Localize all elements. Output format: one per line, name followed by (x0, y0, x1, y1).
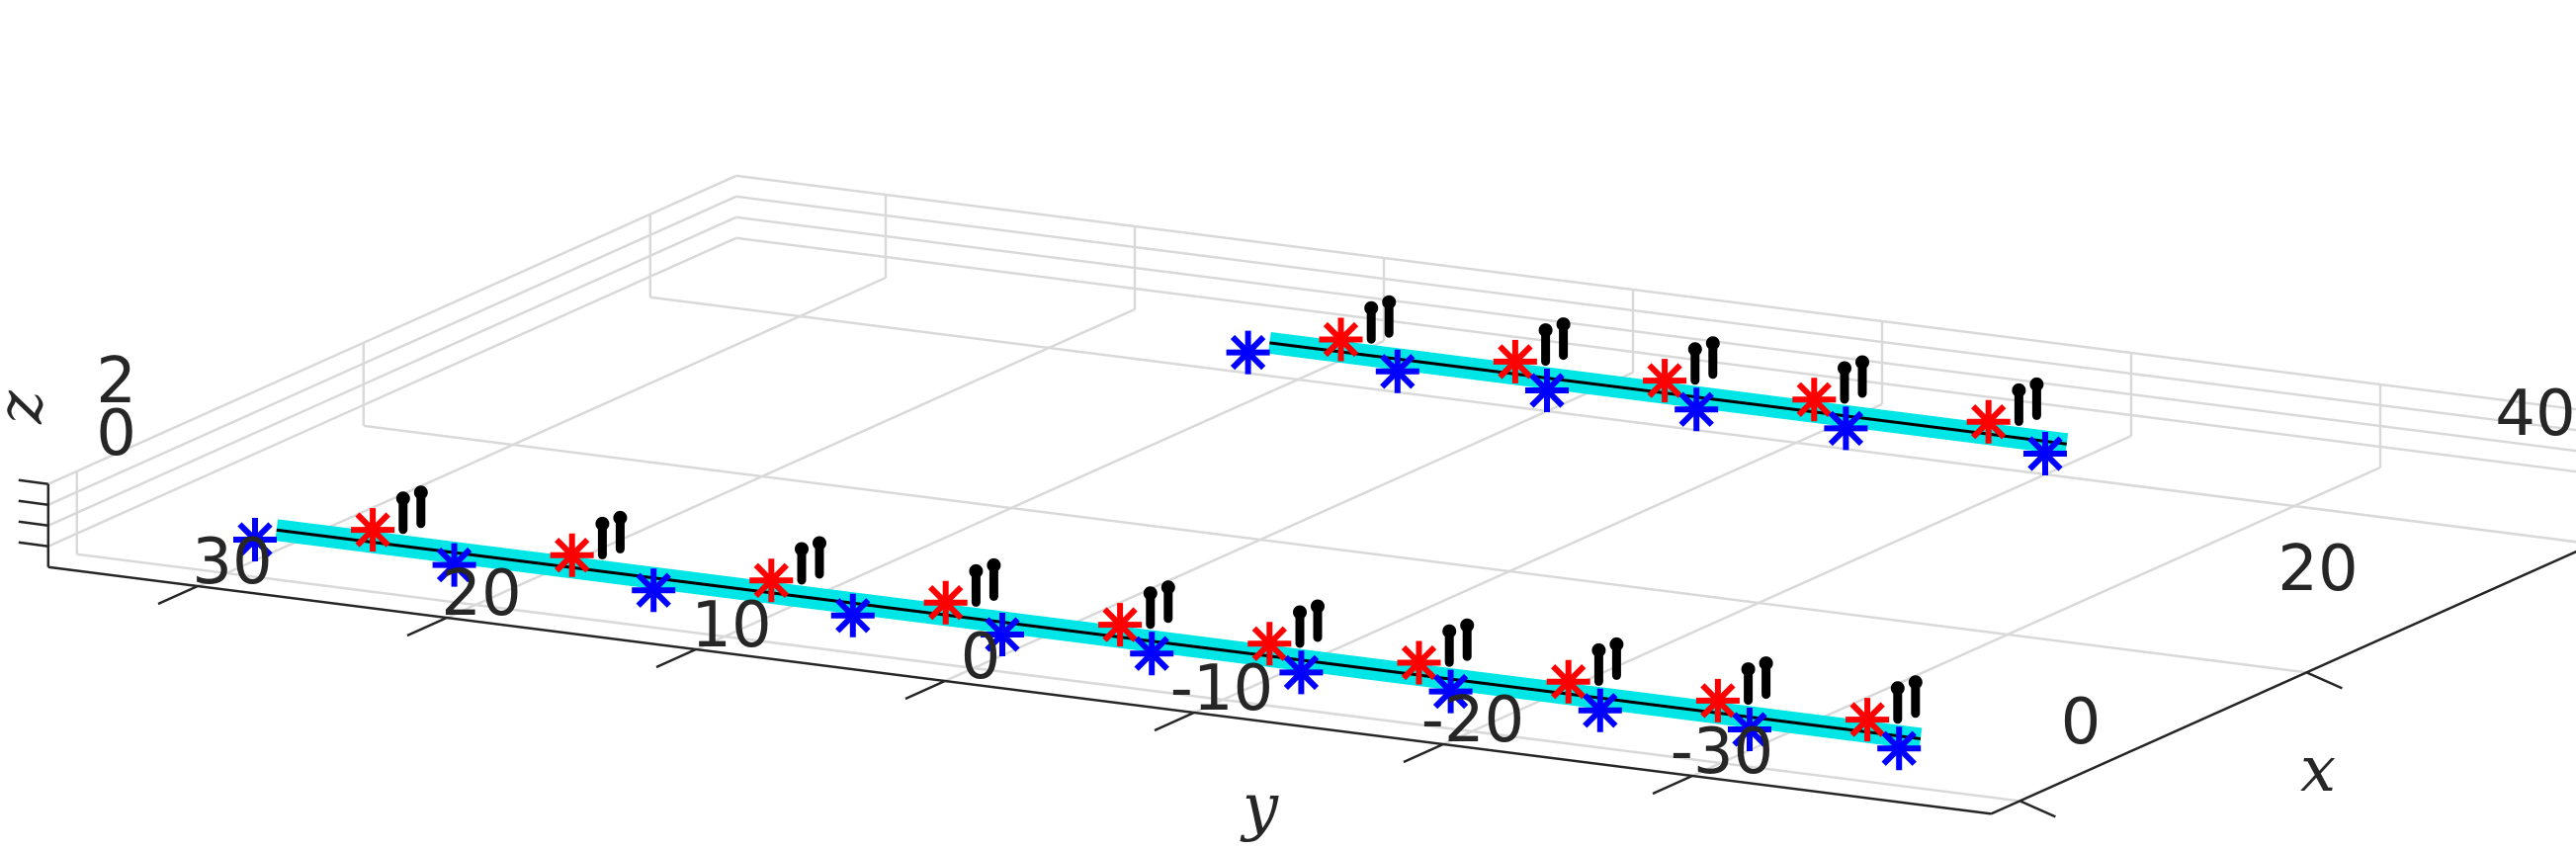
z-tick-mark (18, 499, 48, 507)
black-stem-point (1442, 618, 1475, 667)
red-asterisk-point (550, 533, 594, 577)
y-tick-label: -20 (1421, 684, 1525, 757)
grid-lines (47, 174, 2576, 803)
black-stem-point (1293, 599, 1325, 648)
blue-asterisk-point (1728, 708, 1771, 751)
black-stem-point (595, 510, 628, 559)
black-stem-point (969, 557, 1001, 607)
z-tick-label: 0 (96, 397, 136, 470)
blue-asterisk-point (1428, 669, 1473, 714)
blue-asterisk-point (1877, 726, 1922, 771)
black-stem-point (1687, 336, 1720, 385)
data-layer (233, 295, 2069, 771)
y-tick-label: 10 (691, 589, 771, 662)
x-tick-mark (2305, 671, 2343, 690)
red-asterisk-point (1546, 659, 1590, 704)
blue-asterisk-point (1578, 688, 1622, 732)
y-tick-mark (1652, 774, 1693, 796)
red-asterisk-point (1319, 317, 1363, 362)
floor-grid-line (649, 296, 2576, 544)
blue-asterisk-point (1824, 406, 1868, 451)
black-stem-point (1364, 295, 1397, 344)
black-stem-point (395, 485, 428, 535)
y-tick-mark (157, 584, 199, 606)
blue-asterisk-point (2023, 432, 2067, 475)
blue-asterisk-point (981, 613, 1024, 656)
z-axis-label: z (0, 389, 57, 425)
red-asterisk-point (749, 558, 794, 603)
blue-asterisk-point (233, 518, 277, 561)
y-tick-mark (406, 616, 448, 637)
y-tick-label: 30 (192, 526, 272, 599)
black-stem-point (1741, 656, 1773, 706)
black-stem-point (795, 536, 826, 585)
side-wall-grid-line (47, 174, 737, 485)
blue-asterisk-point (1375, 349, 1419, 393)
y-tick-mark (1154, 711, 1195, 732)
x-axis-label: x (2300, 733, 2336, 807)
red-asterisk-point (1493, 339, 1537, 383)
z-tick-mark (18, 541, 48, 549)
back-wall-grid-line (735, 174, 2576, 411)
y-tick-label: 0 (961, 621, 1001, 694)
y-tick-label: 20 (441, 557, 521, 631)
x-tick-label: 20 (2277, 533, 2358, 606)
red-asterisk-point (1846, 698, 1890, 742)
blue-asterisk-point (1226, 330, 1270, 375)
black-stem-point (1591, 637, 1624, 686)
side-wall-grid-line (47, 195, 737, 506)
black-stem-point (1143, 580, 1175, 630)
x-axis-line (1990, 550, 2576, 815)
back-wall-grid-line (735, 195, 2576, 432)
red-asterisk-point (1966, 399, 2011, 444)
z-axis-tick-labels: 2 0 (96, 345, 136, 470)
y-axis-tick-labels: 30 20 10 0 -10 -20 -30 (192, 526, 1773, 789)
blue-asterisk-point (1674, 387, 1719, 432)
floor-grid-line (363, 424, 2307, 674)
z-tick-mark (18, 520, 48, 528)
red-asterisk-point (1247, 622, 1292, 666)
blue-asterisk-point (432, 543, 476, 587)
red-asterisk-point (1397, 640, 1441, 685)
z-tick-mark (18, 478, 48, 486)
y-tick-mark (1403, 742, 1444, 764)
red-asterisk-point (1098, 603, 1143, 647)
blue-asterisk-point (830, 593, 875, 637)
back-wall-grid-line (735, 236, 2576, 473)
blue-asterisk-point (632, 568, 676, 613)
black-stem-point (1838, 355, 1869, 404)
axes (18, 478, 2576, 818)
back-wall-grid-line (735, 215, 2576, 453)
y-tick-mark (655, 647, 697, 669)
red-asterisk-point (1695, 678, 1740, 722)
red-asterisk-point (923, 580, 968, 625)
y-tick-label: -30 (1671, 716, 1774, 789)
black-stem-point (1890, 675, 1923, 724)
red-asterisk-point (351, 508, 395, 552)
red-asterisk-point (1792, 378, 1837, 422)
black-stem-point (1538, 317, 1571, 367)
y-tick-label: -10 (1170, 652, 1274, 725)
y-tick-mark (904, 679, 946, 701)
trajectory-line (1269, 341, 2067, 446)
side-wall-grid-line (47, 236, 737, 548)
trajectory-line (276, 528, 1922, 740)
blue-asterisk-point (1130, 632, 1174, 676)
y-axis-label: y (1240, 771, 1279, 844)
side-wall-grid-line (47, 215, 737, 527)
red-asterisk-point (1643, 359, 1687, 403)
x-tick-label: 40 (2495, 378, 2575, 451)
x-tick-label: 0 (2061, 686, 2102, 759)
x-axis-tick-labels: 0 20 40 (2061, 378, 2576, 759)
floor-grid-line (76, 552, 2020, 803)
x-tick-mark (2018, 800, 2056, 818)
y-axis-line (47, 565, 1992, 815)
blue-asterisk-point (1525, 369, 1569, 412)
blue-asterisk-point (1279, 650, 1324, 695)
z-tick-label: 2 (96, 345, 136, 418)
black-stem-point (2012, 377, 2044, 426)
